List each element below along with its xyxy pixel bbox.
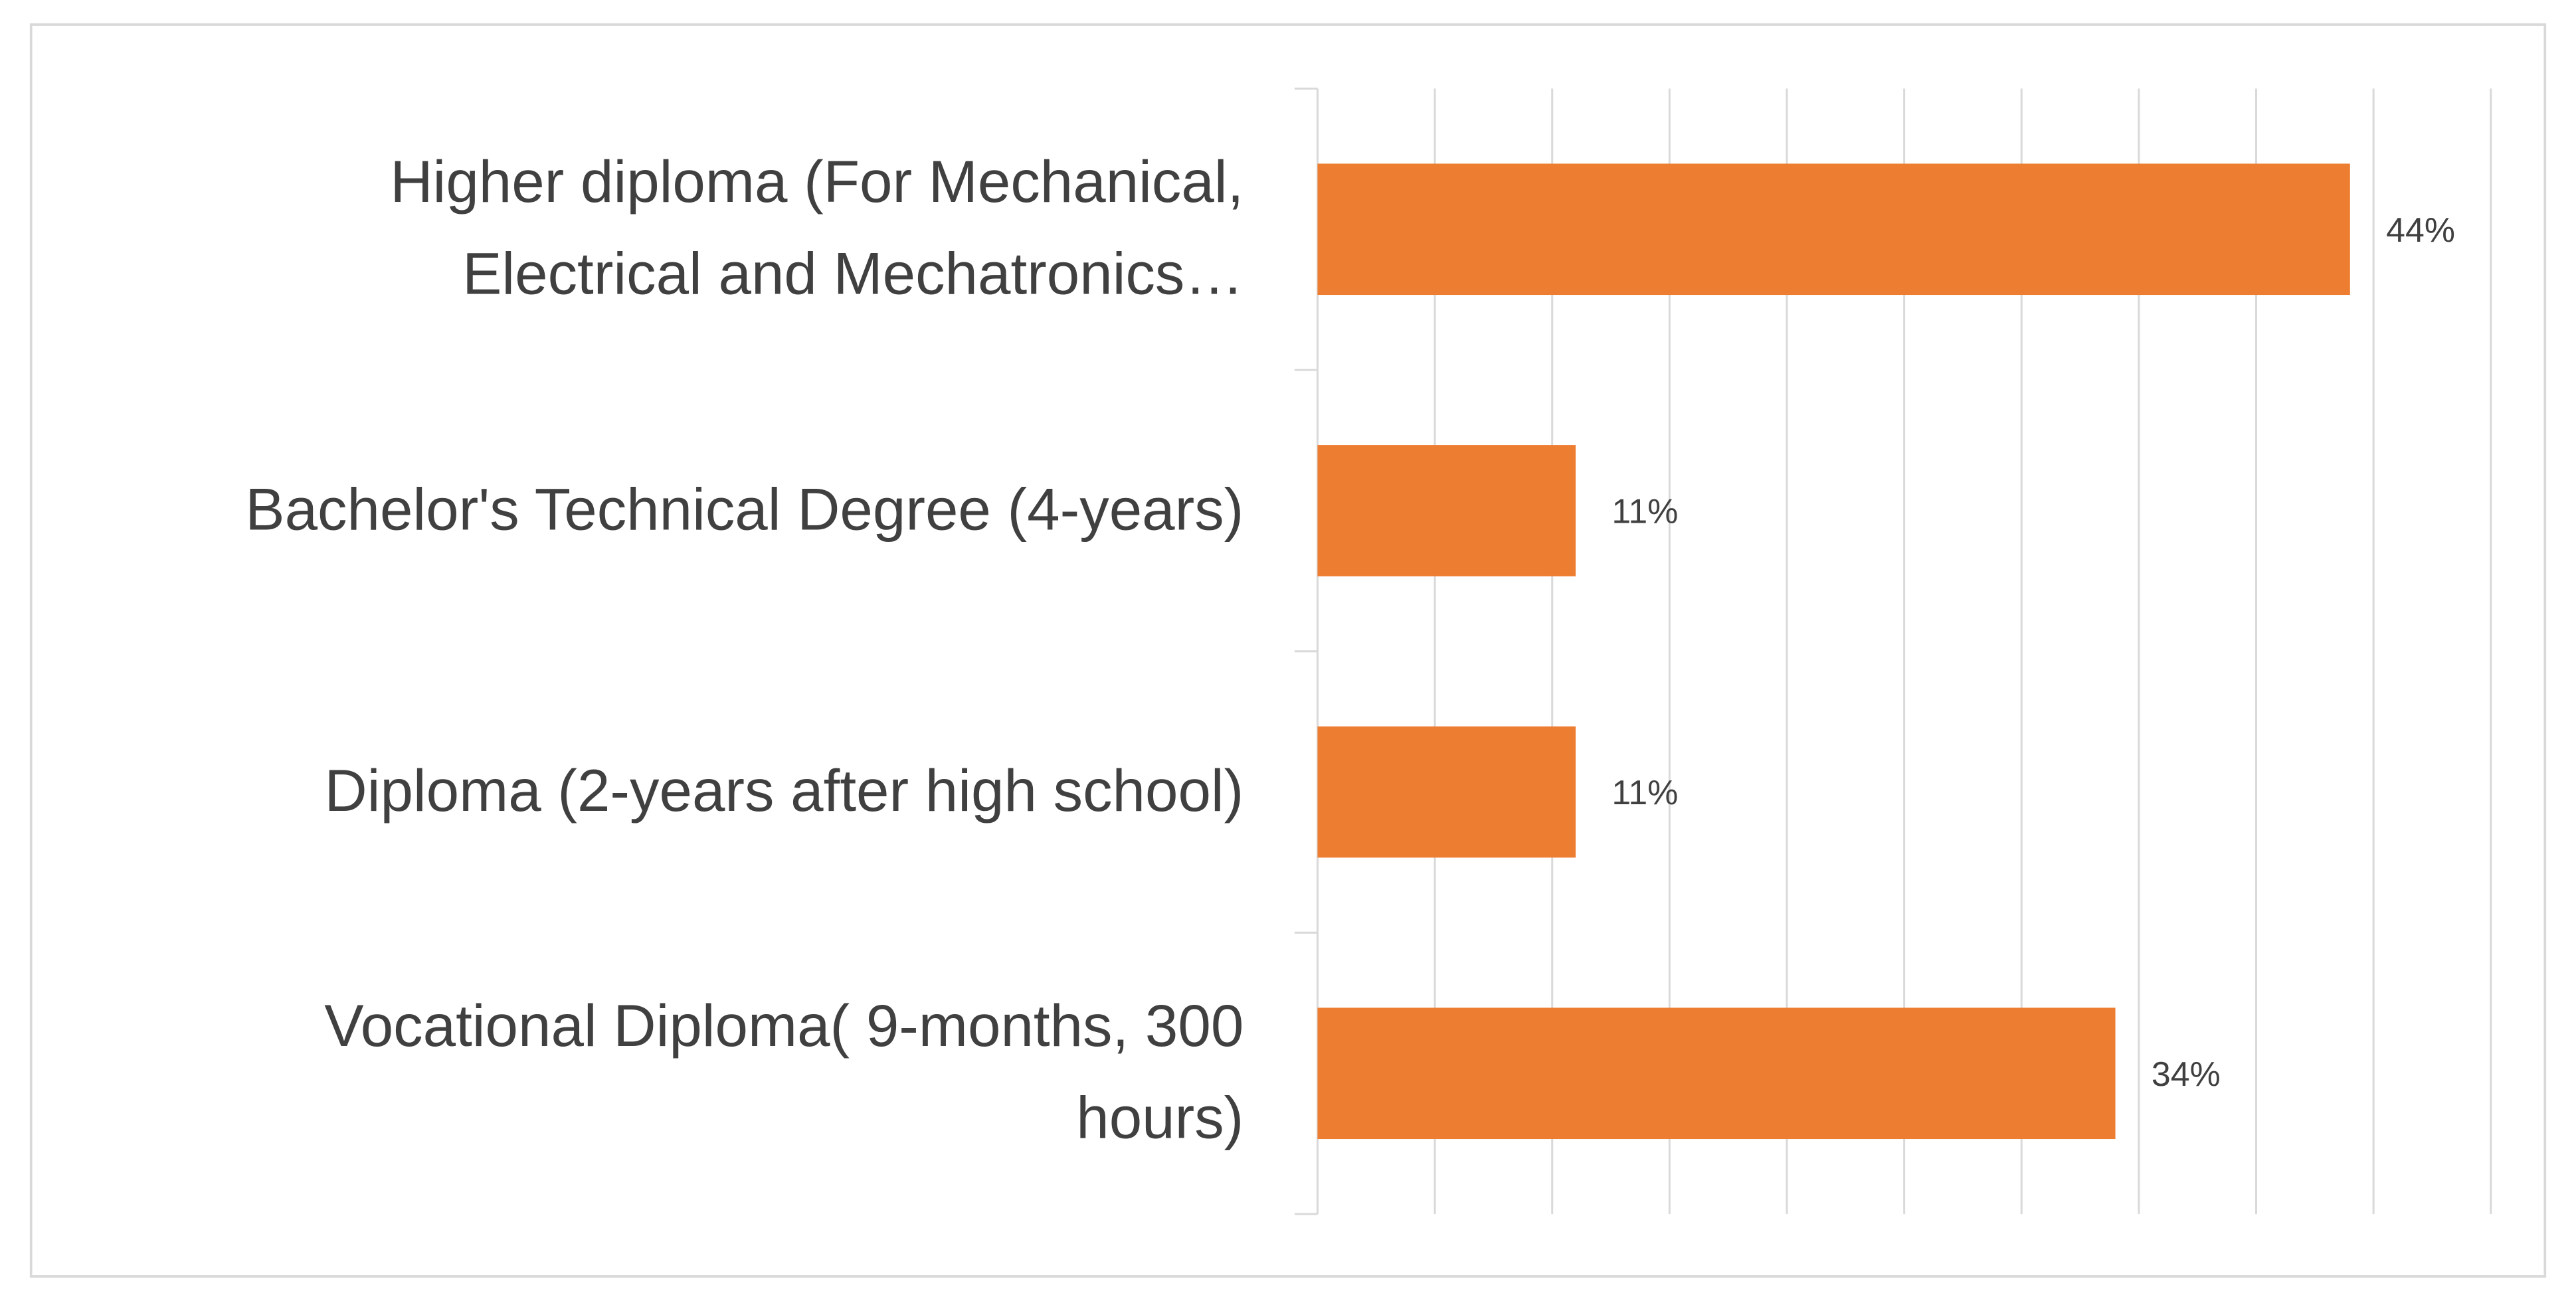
bar (1317, 1007, 2116, 1140)
data-label: 11% (1611, 492, 1678, 531)
y-tick-label: Higher diploma (For Mechanical, Electrica… (390, 148, 1243, 306)
bar (1317, 445, 1576, 576)
y-tick-label: Diploma (2-years after high school) (324, 757, 1243, 824)
bar (1317, 163, 2350, 296)
data-label: 44% (2386, 211, 2455, 249)
bar (1317, 726, 1576, 858)
data-label: 34% (2152, 1055, 2221, 1093)
y-tick-label: Bachelor's Technical Degree (4-years) (245, 476, 1243, 542)
y-tick-label: Vocational Diploma( 9-months, 300 hours) (324, 992, 1243, 1150)
data-label: 11% (1611, 773, 1678, 812)
